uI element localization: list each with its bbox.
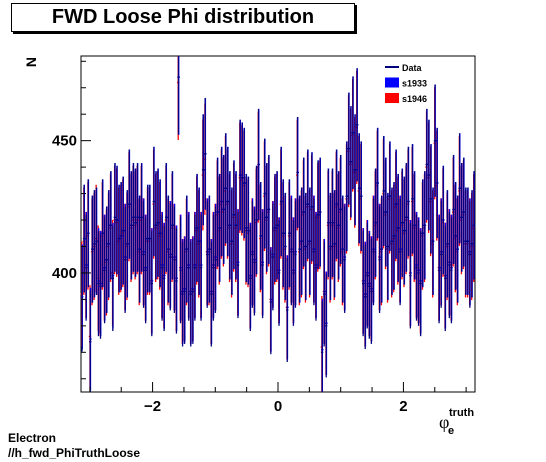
legend-label: Data	[402, 63, 423, 73]
y-tick-label: 450	[52, 133, 77, 150]
legend-label: s1933	[402, 79, 427, 89]
legend-entry-data: Data	[385, 63, 423, 73]
x-tick-label: 0	[274, 398, 282, 415]
legend-swatch	[385, 93, 399, 103]
axes: −2 0 2 400 450 Nφe truth	[23, 57, 474, 437]
x-axis-label-sup: truth	[449, 407, 474, 419]
footer-line2: //h_fwd_PhiTruthLoose	[8, 446, 141, 460]
x-tick-label: −2	[144, 398, 161, 415]
y-axis-label: N	[23, 57, 39, 67]
y-tick-label: 400	[52, 265, 77, 282]
footer-line1: Electron	[8, 431, 57, 445]
legend: Data s1933 s1946	[385, 63, 427, 104]
x-axis-label-sub: e	[448, 425, 454, 437]
legend-swatch	[385, 77, 399, 88]
legend-entry-s1933: s1933	[385, 77, 427, 89]
legend-entry-s1946: s1946	[385, 93, 427, 104]
series-data	[80, 56, 476, 392]
chart-title: FWD Loose Phi distribution	[11, 3, 355, 32]
legend-label: s1946	[402, 94, 427, 104]
x-tick-label: 2	[399, 398, 407, 415]
data-series	[80, 56, 476, 392]
x-axis-label: φ	[439, 412, 449, 432]
